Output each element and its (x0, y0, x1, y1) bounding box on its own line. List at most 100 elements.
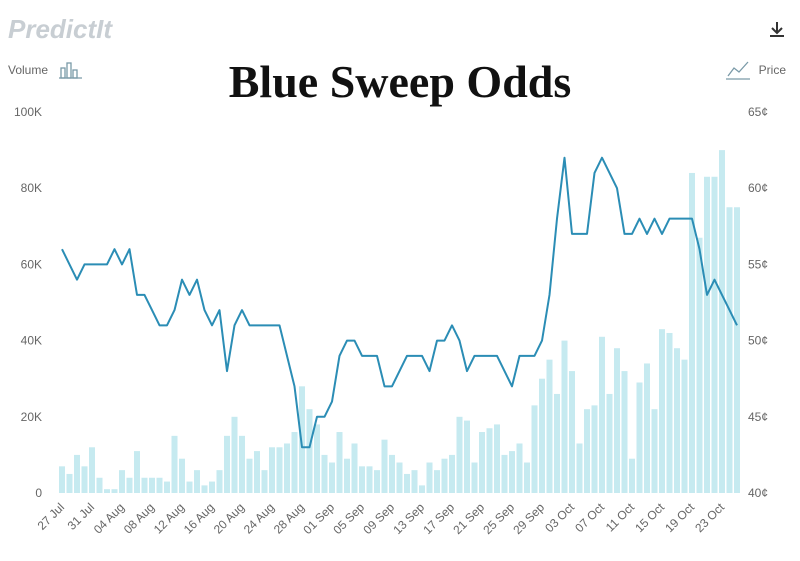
volume-bar (614, 348, 620, 493)
download-icon[interactable] (770, 22, 784, 37)
volume-bar (141, 477, 148, 493)
x-tick-label: 27 Jul (35, 500, 68, 533)
x-tick-label: 11 Oct (603, 500, 638, 535)
volume-bar (134, 451, 140, 493)
volume-bar (344, 458, 350, 493)
x-tick-label: 03 Oct (542, 500, 577, 535)
x-tick-label: 09 Sep (360, 500, 397, 537)
volume-bar (524, 462, 530, 493)
volume-bar (674, 348, 680, 493)
volume-bar (554, 393, 560, 493)
volume-bar (629, 458, 635, 493)
volume-bar (546, 359, 553, 493)
y-tick-label: 40K (21, 334, 42, 348)
price-line (61, 156, 738, 449)
volume-bar (224, 435, 230, 493)
volume-bar (434, 470, 440, 493)
volume-bar (321, 454, 328, 493)
volume-bar (231, 416, 238, 493)
volume-bar (126, 477, 133, 493)
chart-title: Blue Sweep Odds (229, 56, 572, 107)
volume-bar (164, 481, 170, 493)
volume-bar (479, 432, 485, 493)
volume-bar (569, 371, 575, 493)
x-tick-label: 24 Aug (241, 500, 277, 536)
y2-tick-label: 50¢ (748, 334, 768, 348)
volume-bar (509, 451, 515, 493)
legend-volume[interactable]: Volume (8, 63, 48, 77)
volume-bar (239, 435, 245, 493)
x-tick-label: 16 Aug (181, 500, 217, 536)
x-tick-label: 01 Sep (300, 500, 337, 537)
volume-bar (636, 382, 643, 493)
volume-bar (111, 489, 118, 493)
volume-bar (689, 172, 695, 493)
volume-bar (314, 424, 320, 493)
volume-bar (149, 477, 155, 493)
volume-bar (329, 462, 335, 493)
volume-bar (66, 473, 73, 493)
volume-bar (96, 477, 103, 493)
volume-bar (89, 447, 95, 493)
x-tick-label: 20 Aug (211, 500, 247, 536)
volume-bar (666, 332, 673, 493)
volume-bar (644, 363, 650, 493)
volume-bar (419, 485, 425, 493)
x-tick-label: 08 Aug (121, 500, 157, 536)
x-tick-label: 12 Aug (151, 500, 187, 536)
volume-bar (381, 439, 388, 493)
volume-bar (396, 462, 403, 493)
volume-bar (216, 470, 223, 493)
volume-bar (374, 470, 380, 493)
volume-bar (599, 336, 605, 493)
volume-icon (59, 62, 82, 79)
x-tick-label: 23 Oct (692, 500, 727, 535)
volume-bar (621, 371, 628, 493)
legend-price[interactable]: Price (759, 63, 787, 77)
volume-bar (584, 409, 590, 493)
volume-bar (696, 237, 703, 493)
volume-bar (246, 458, 253, 493)
volume-bar (254, 451, 260, 493)
y-tick-label: 0 (35, 486, 42, 500)
volume-bar (104, 489, 110, 493)
volume-bar (119, 470, 125, 493)
volume-bar (201, 485, 208, 493)
x-tick-label: 21 Sep (450, 500, 487, 537)
volume-bar (389, 454, 395, 493)
x-tick-label: 17 Sep (420, 500, 457, 537)
volume-bar (449, 454, 455, 493)
volume-bar (336, 432, 343, 493)
volume-bar (351, 443, 358, 493)
volume-bar (561, 340, 568, 493)
x-tick-label: 19 Oct (662, 500, 697, 535)
volume-bar (261, 470, 268, 493)
volume-bar (194, 470, 200, 493)
volume-bar (471, 462, 478, 493)
volume-bar (606, 393, 613, 493)
volume-bar (366, 466, 373, 493)
y-tick-label: 80K (21, 181, 42, 195)
volume-bar (726, 207, 733, 493)
volume-bar (171, 435, 178, 493)
volume-bar (591, 405, 598, 493)
x-tick-label: 28 Aug (271, 500, 307, 536)
volume-bar (494, 424, 500, 493)
x-tick-label: 05 Sep (330, 500, 367, 537)
logo: PredictIt (8, 14, 113, 44)
volume-bar (464, 420, 470, 493)
volume-bar (711, 176, 718, 493)
volume-bar (284, 443, 290, 493)
volume-bar (501, 454, 508, 493)
volume-bar (156, 477, 163, 493)
volume-bar (734, 207, 740, 493)
x-tick-label: 13 Sep (390, 500, 427, 537)
x-tick-label: 15 Oct (632, 500, 667, 535)
volume-bar (411, 470, 418, 493)
y2-tick-label: 60¢ (748, 181, 768, 195)
volume-bar (404, 473, 410, 493)
volume-bar (269, 447, 275, 493)
y2-tick-label: 65¢ (748, 105, 768, 119)
volume-bar (209, 481, 215, 493)
